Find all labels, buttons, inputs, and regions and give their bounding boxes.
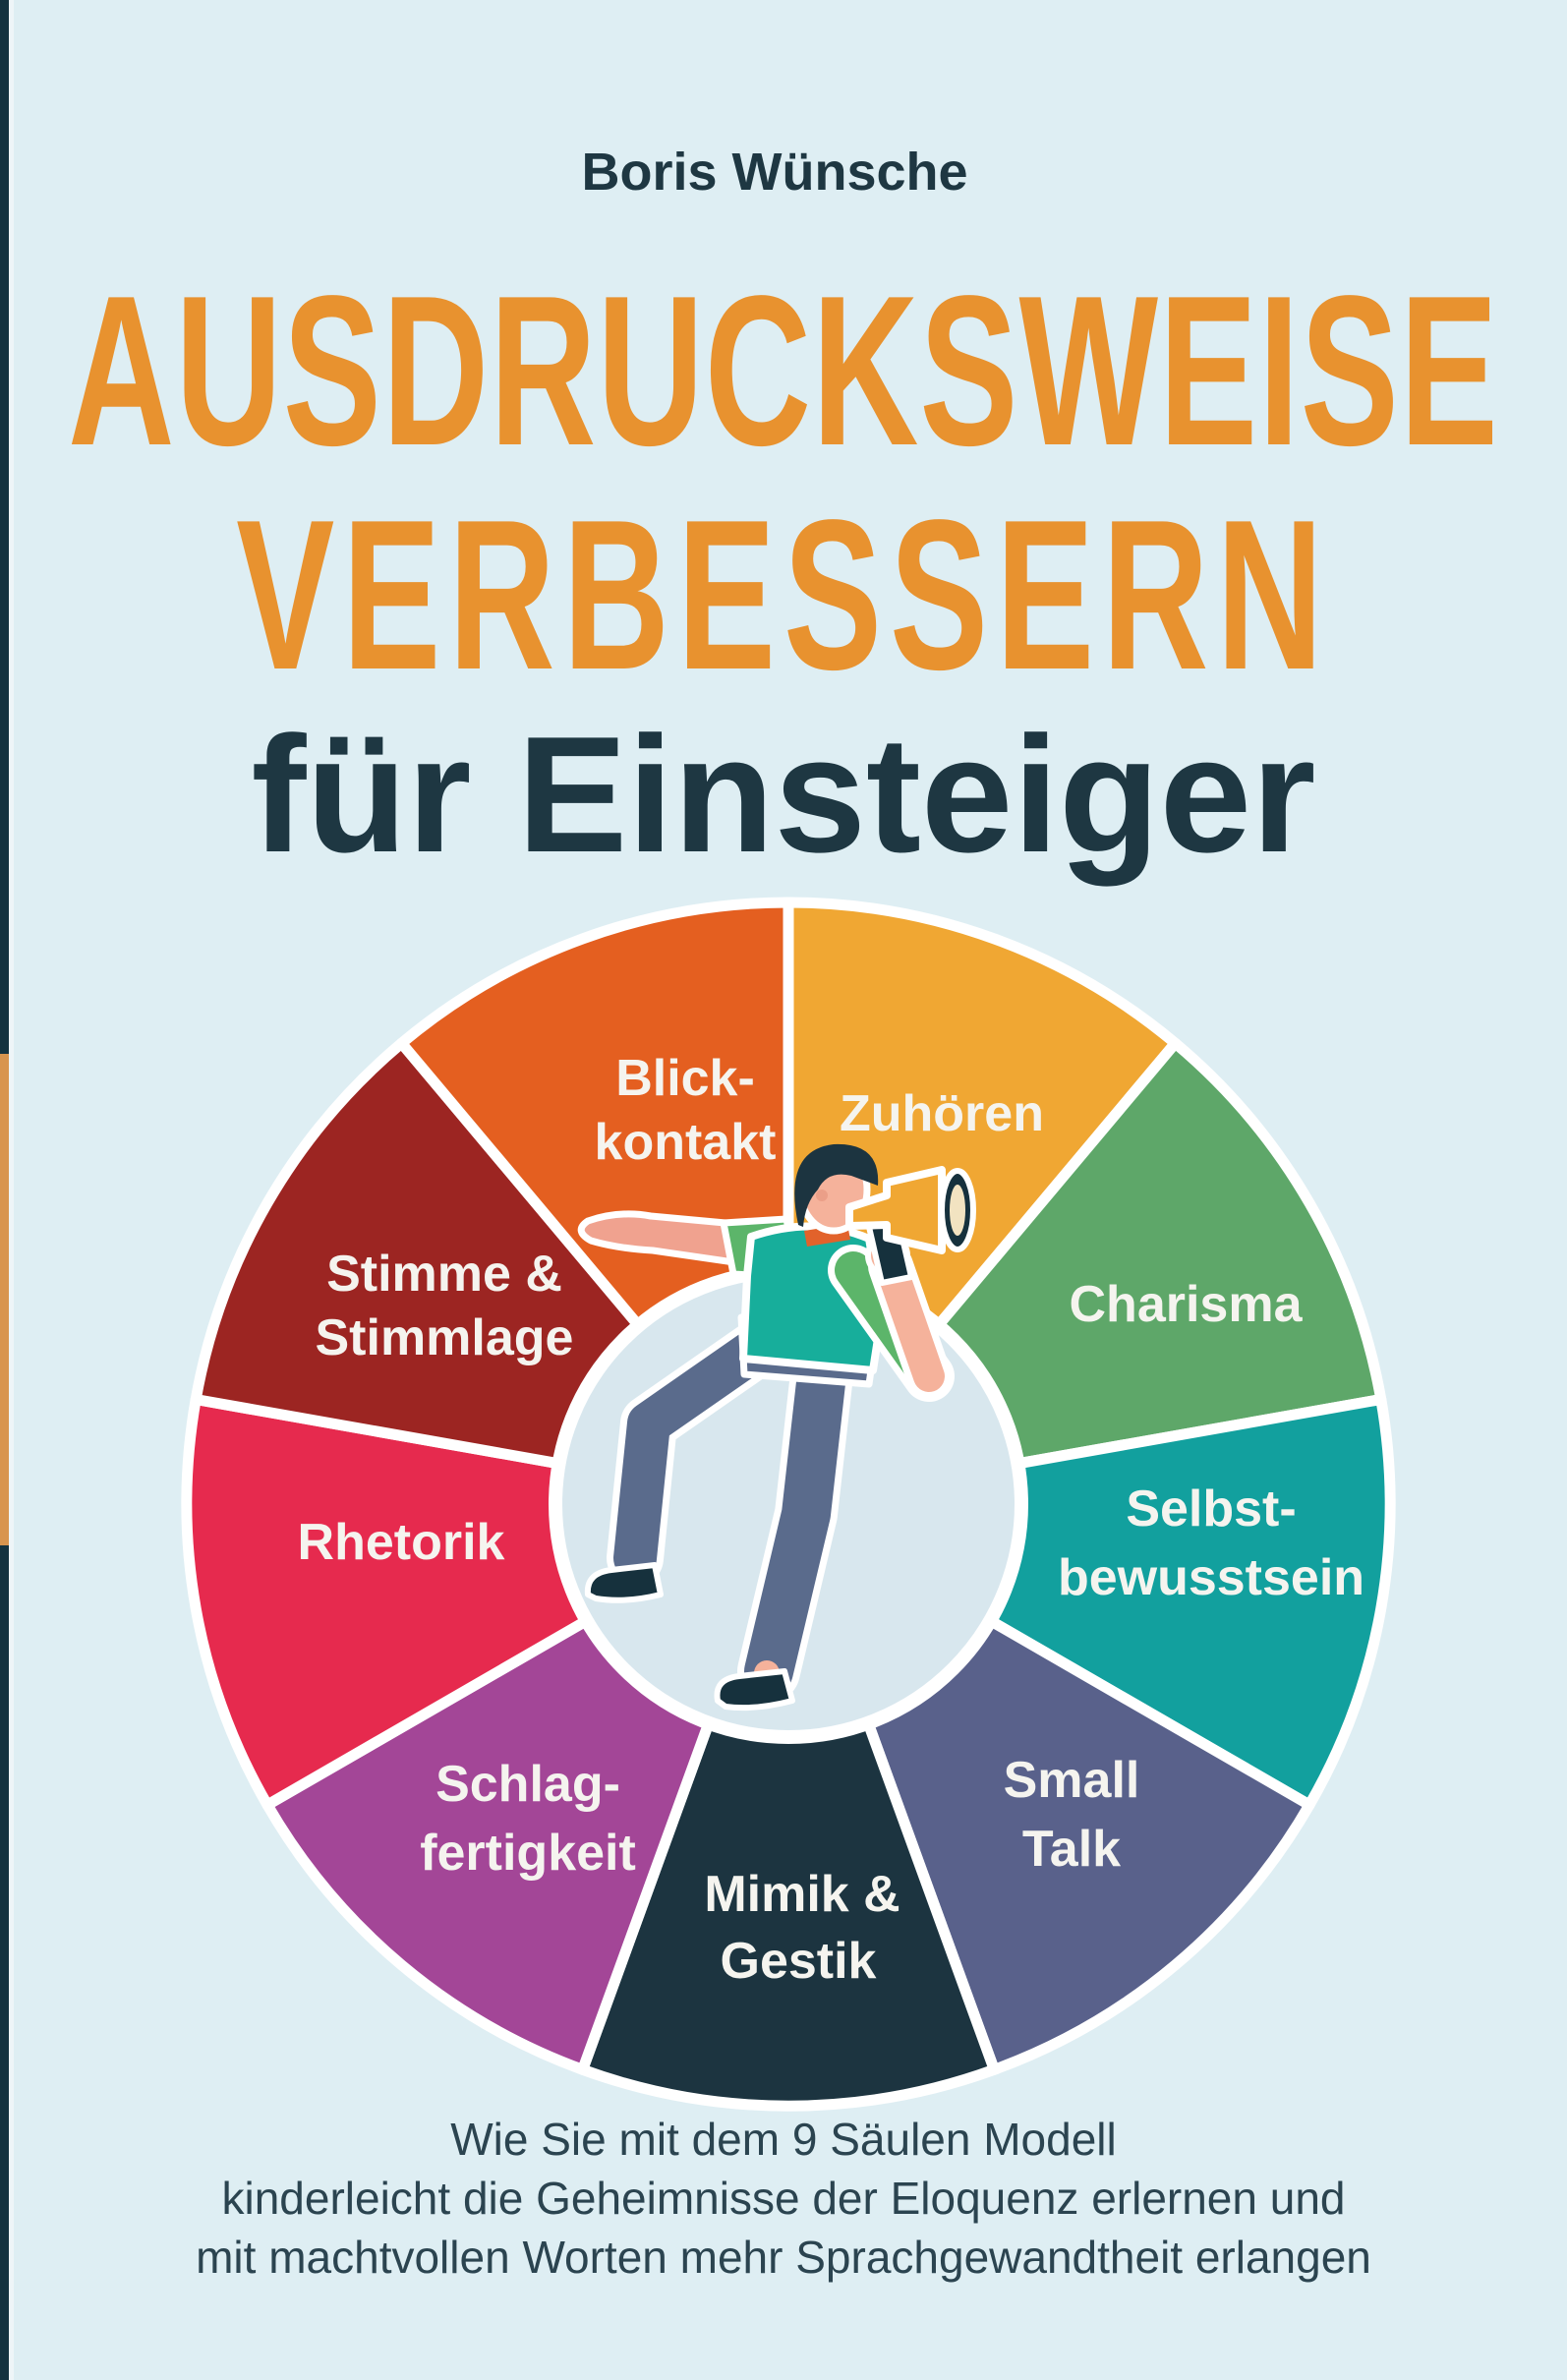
figure-left-leg [613, 1323, 784, 1580]
megaphone-horn [845, 1166, 946, 1254]
author-name: Boris Wünsche [581, 143, 967, 202]
figure-ear [816, 1190, 828, 1201]
tagline: Wie Sie mit dem 9 Säulen Modell kinderle… [196, 2114, 1371, 2283]
figure-right-shoe [714, 1668, 795, 1712]
segment-label-smalltalk-2: Talk [1022, 1821, 1121, 1878]
segment-label-mimik-2: Gestik [721, 1933, 877, 1990]
megaphone-bell-inner [950, 1185, 965, 1236]
segment-label-stimme-1: Stimme & [326, 1246, 562, 1303]
edge-strip-top [0, 0, 9, 1054]
edge-strip-bottom [0, 1545, 9, 2380]
title-line-1: AUSDRUCKSWEISE [68, 251, 1499, 490]
book-title: AUSDRUCKSWEISE VERBESSERN für Einsteiger [68, 251, 1499, 887]
tagline-line-3: mit machtvollen Worten mehr Sprachgewand… [196, 2232, 1371, 2283]
speaker-figure-illustration [577, 1143, 976, 1712]
tagline-line-1: Wie Sie mit dem 9 Säulen Modell [450, 2114, 1117, 2165]
segment-label-smalltalk-1: Small [1004, 1752, 1140, 1809]
title-line-2: VERBESSERN [236, 475, 1331, 714]
edge-strip-middle [0, 1054, 9, 1545]
segment-label-schlag-1: Schlag- [435, 1756, 620, 1813]
wheel-segment-labels: Zuhören Charisma Selbst- bewusstsein Sma… [298, 1050, 1365, 1990]
segment-label-blick-2: kontakt [595, 1114, 777, 1171]
page-edge-strip [0, 0, 14, 2380]
segment-label-rhetorik: Rhetorik [298, 1514, 505, 1571]
segment-label-stimme-2: Stimmlage [316, 1309, 574, 1366]
figure-left-forearm [875, 1250, 945, 1392]
segment-label-schlag-2: fertigkeit [420, 1825, 636, 1882]
title-subtitle: für Einsteiger [252, 702, 1316, 887]
segment-label-selbst-2: bewusstsein [1058, 1549, 1364, 1606]
segment-label-mimik-1: Mimik & [704, 1866, 900, 1923]
tagline-line-2: kinderleicht die Geheimnisse der Eloquen… [221, 2173, 1345, 2224]
edge-strip-gap [9, 0, 14, 2380]
figure-left-shoe [584, 1562, 664, 1603]
segment-label-selbst-1: Selbst- [1126, 1480, 1296, 1538]
segment-label-zuhoeren: Zuhören [840, 1085, 1044, 1142]
figure-hair [794, 1143, 879, 1227]
segment-label-blick-1: Blick- [615, 1050, 755, 1107]
nine-pillar-wheel [181, 897, 1396, 2112]
segment-label-charisma: Charisma [1070, 1276, 1304, 1333]
figure-right-leg [744, 1332, 848, 1696]
